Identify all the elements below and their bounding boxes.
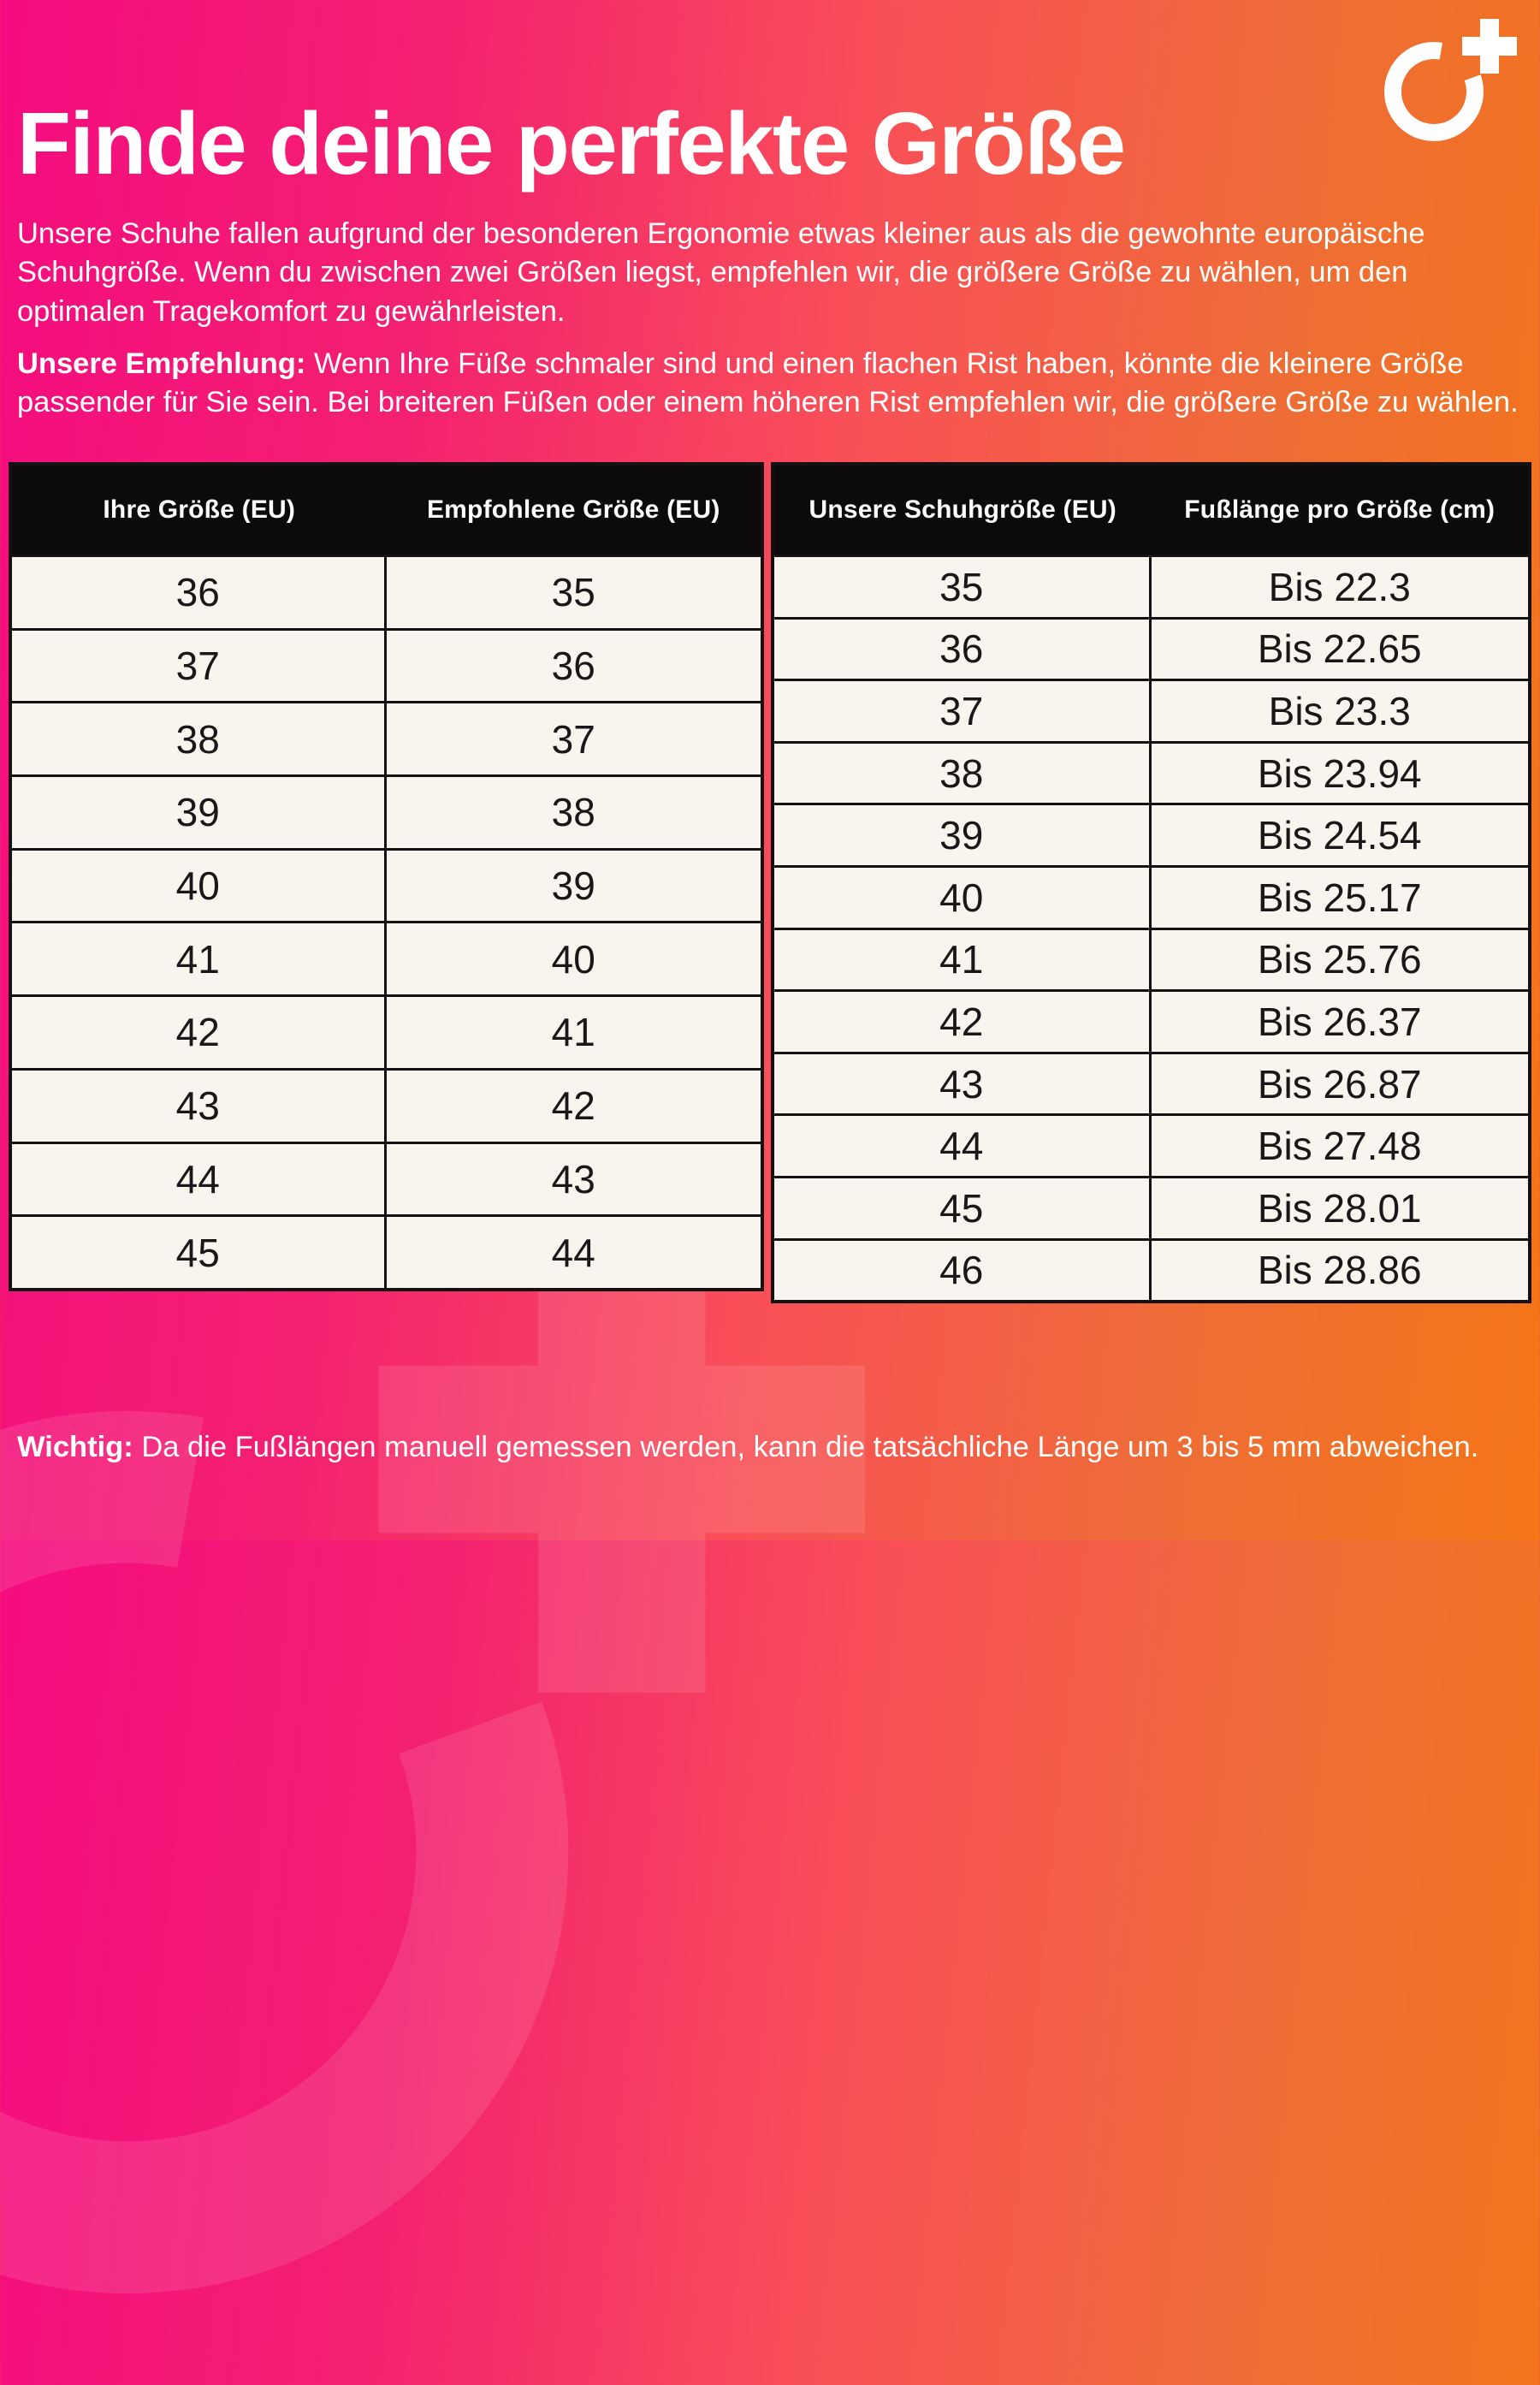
table-cell: 42 <box>774 989 1152 1052</box>
foot-length-table: Unsere Schuhgröße (EU) Fußlänge pro Größe… <box>771 462 1531 1304</box>
table-row: 36 35 <box>12 555 761 628</box>
table-cell: 41 <box>774 927 1152 990</box>
table-cell: 39 <box>774 803 1152 865</box>
table-cell: 40 <box>12 847 387 922</box>
table-cell: Bis 27.48 <box>1151 1113 1528 1176</box>
table-cell: 44 <box>774 1113 1152 1176</box>
table-row: 43 Bis 26.87 <box>774 1051 1528 1114</box>
table-cell: 40 <box>386 921 761 994</box>
brand-logo-o-plus-icon <box>1384 19 1517 141</box>
column-header: Unsere Schuhgröße (EU) <box>808 495 1116 524</box>
table-cell: Bis 24.54 <box>1151 803 1528 865</box>
footer-text: Da die Fußlängen manuell gemessen werden… <box>133 1430 1479 1463</box>
table-cell: Bis 25.17 <box>1151 864 1528 928</box>
table-cell: 35 <box>386 555 761 628</box>
table-cell: 36 <box>386 627 761 702</box>
table-cell: 36 <box>774 616 1152 679</box>
table-row: 41 Bis 25.76 <box>774 927 1528 990</box>
column-header: Ihre Größe (EU) <box>103 495 296 524</box>
table-row: 39 Bis 24.54 <box>774 803 1528 865</box>
footer-label: Wichtig: <box>17 1430 133 1463</box>
table-cell: Bis 25.76 <box>1151 927 1528 990</box>
table-row: 38 37 <box>12 701 761 775</box>
table-cell: Bis 23.94 <box>1151 740 1528 804</box>
table-cell: 44 <box>12 1141 387 1215</box>
table-row: 35 Bis 22.3 <box>774 555 1528 617</box>
table-cell: 45 <box>774 1175 1152 1238</box>
table-header-row: Ihre Größe (EU) Empfohlene Größe (EU) <box>12 466 761 555</box>
table-row: 43 42 <box>12 1067 761 1142</box>
table-cell: 44 <box>386 1214 761 1288</box>
table-row: 39 38 <box>12 774 761 848</box>
table-cell: 37 <box>12 627 387 702</box>
table-row: 41 40 <box>12 921 761 995</box>
recommendation-text: Wenn Ihre Füße schmaler sind und einen f… <box>17 347 1519 419</box>
size-conversion-table: Ihre Größe (EU) Empfohlene Größe (EU) 36 35… <box>9 462 764 1291</box>
table-cell: 43 <box>12 1067 387 1142</box>
table-row: 45 Bis 28.01 <box>774 1175 1528 1238</box>
column-header: Empfohlene Größe (EU) <box>426 495 720 524</box>
table-cell: 37 <box>774 679 1152 741</box>
table-cell: 35 <box>774 555 1152 617</box>
table-row: 45 44 <box>12 1214 761 1288</box>
table-cell: 38 <box>12 701 387 775</box>
recommendation-paragraph: Unsere Empfehlung: Wenn Ihre Füße schmal… <box>17 345 1525 424</box>
table-cell: 42 <box>386 1067 761 1142</box>
table-row: 46 Bis 28.86 <box>774 1237 1528 1301</box>
table-row: 44 43 <box>12 1141 761 1215</box>
table-row: 37 Bis 23.3 <box>774 679 1528 741</box>
table-row: 38 Bis 23.94 <box>774 740 1528 804</box>
table-cell: 41 <box>386 994 761 1068</box>
table-cell: Bis 28.01 <box>1151 1175 1528 1238</box>
table-cell: Bis 22.3 <box>1151 555 1528 617</box>
table-cell: 40 <box>774 864 1152 928</box>
column-header: Fußlänge pro Größe (cm) <box>1184 495 1496 524</box>
table-row: 42 Bis 26.37 <box>774 989 1528 1052</box>
table-cell: 38 <box>386 774 761 848</box>
table-cell: Bis 26.37 <box>1151 989 1528 1052</box>
watermark-logo-icon <box>0 1206 866 2293</box>
footer-note: Wichtig: Da die Fußlängen manuell gemess… <box>17 1427 1489 1468</box>
table-cell: 42 <box>12 994 387 1068</box>
table-cell: 43 <box>774 1051 1152 1114</box>
table-cell: Bis 23.3 <box>1151 679 1528 741</box>
table-header-row: Unsere Schuhgröße (EU) Fußlänge pro Größe… <box>774 466 1528 555</box>
table-cell: Bis 22.65 <box>1151 616 1528 679</box>
table-cell: 46 <box>774 1237 1152 1301</box>
size-guide-page: { "page": { "title": "Finde deine perfek… <box>0 0 1540 1540</box>
table-cell: 38 <box>774 740 1152 804</box>
table-cell: 37 <box>386 701 761 774</box>
table-row: 42 41 <box>12 994 761 1068</box>
table-row: 44 Bis 27.48 <box>774 1113 1528 1176</box>
table-cell: 43 <box>386 1141 761 1215</box>
intro-paragraph: Unsere Schuhe fallen aufgrund der besond… <box>17 217 1425 329</box>
table-row: 37 36 <box>12 627 761 702</box>
table-cell: Bis 26.87 <box>1151 1051 1528 1114</box>
table-cell: 41 <box>12 921 387 995</box>
table-cell: 39 <box>386 847 761 922</box>
table-cell: 45 <box>12 1214 387 1288</box>
page-title: Finde deine perfekte Größe <box>17 94 1126 193</box>
table-row: 40 39 <box>12 847 761 922</box>
table-cell: 36 <box>12 555 387 628</box>
table-cell: Bis 28.86 <box>1151 1237 1528 1301</box>
tables-container: Ihre Größe (EU) Empfohlene Größe (EU) 36 35… <box>9 462 1531 1304</box>
table-cell: 39 <box>12 774 387 848</box>
table-row: 40 Bis 25.17 <box>774 864 1528 928</box>
table-row: 36 Bis 22.65 <box>774 616 1528 679</box>
recommendation-label: Unsere Empfehlung: <box>17 347 306 380</box>
